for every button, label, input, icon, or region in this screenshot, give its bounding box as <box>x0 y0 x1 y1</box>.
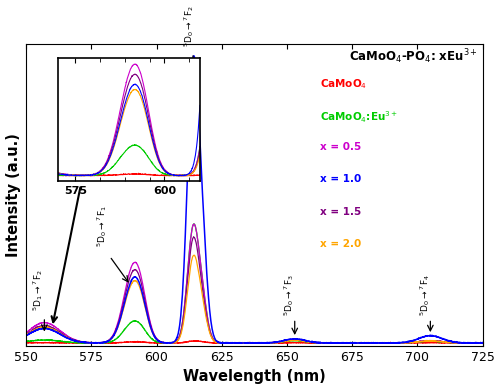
Text: $^5$D$_0$$\rightarrow$$^7$F$_2$: $^5$D$_0$$\rightarrow$$^7$F$_2$ <box>182 5 196 47</box>
Text: $^5$D$_1$$\rightarrow$$^7$F$_2$: $^5$D$_1$$\rightarrow$$^7$F$_2$ <box>31 269 45 311</box>
Y-axis label: Intensity (a.u.): Intensity (a.u.) <box>6 133 20 257</box>
Text: $^5$D$_0$$\rightarrow$$^7$F$_1$: $^5$D$_0$$\rightarrow$$^7$F$_1$ <box>95 206 108 247</box>
Text: CaMoO$_4$:Eu$^{3+}$: CaMoO$_4$:Eu$^{3+}$ <box>320 110 398 126</box>
Text: $^5$D$_0$$\rightarrow$$^7$F$_3$: $^5$D$_0$$\rightarrow$$^7$F$_3$ <box>282 274 296 316</box>
Text: CaMoO$_4$-PO$_4$: xEu$^{3+}$: CaMoO$_4$-PO$_4$: xEu$^{3+}$ <box>349 47 478 66</box>
Text: x = 1.0: x = 1.0 <box>320 174 362 184</box>
Text: $^5$D$_0$$\rightarrow$$^7$F$_4$: $^5$D$_0$$\rightarrow$$^7$F$_4$ <box>418 274 432 316</box>
Text: x = 1.5: x = 1.5 <box>320 207 362 217</box>
Text: CaMoO$_4$: CaMoO$_4$ <box>320 78 368 91</box>
X-axis label: Wavelength (nm): Wavelength (nm) <box>183 369 326 385</box>
Text: x = 0.5: x = 0.5 <box>320 142 362 152</box>
Text: x = 2.0: x = 2.0 <box>320 239 362 249</box>
